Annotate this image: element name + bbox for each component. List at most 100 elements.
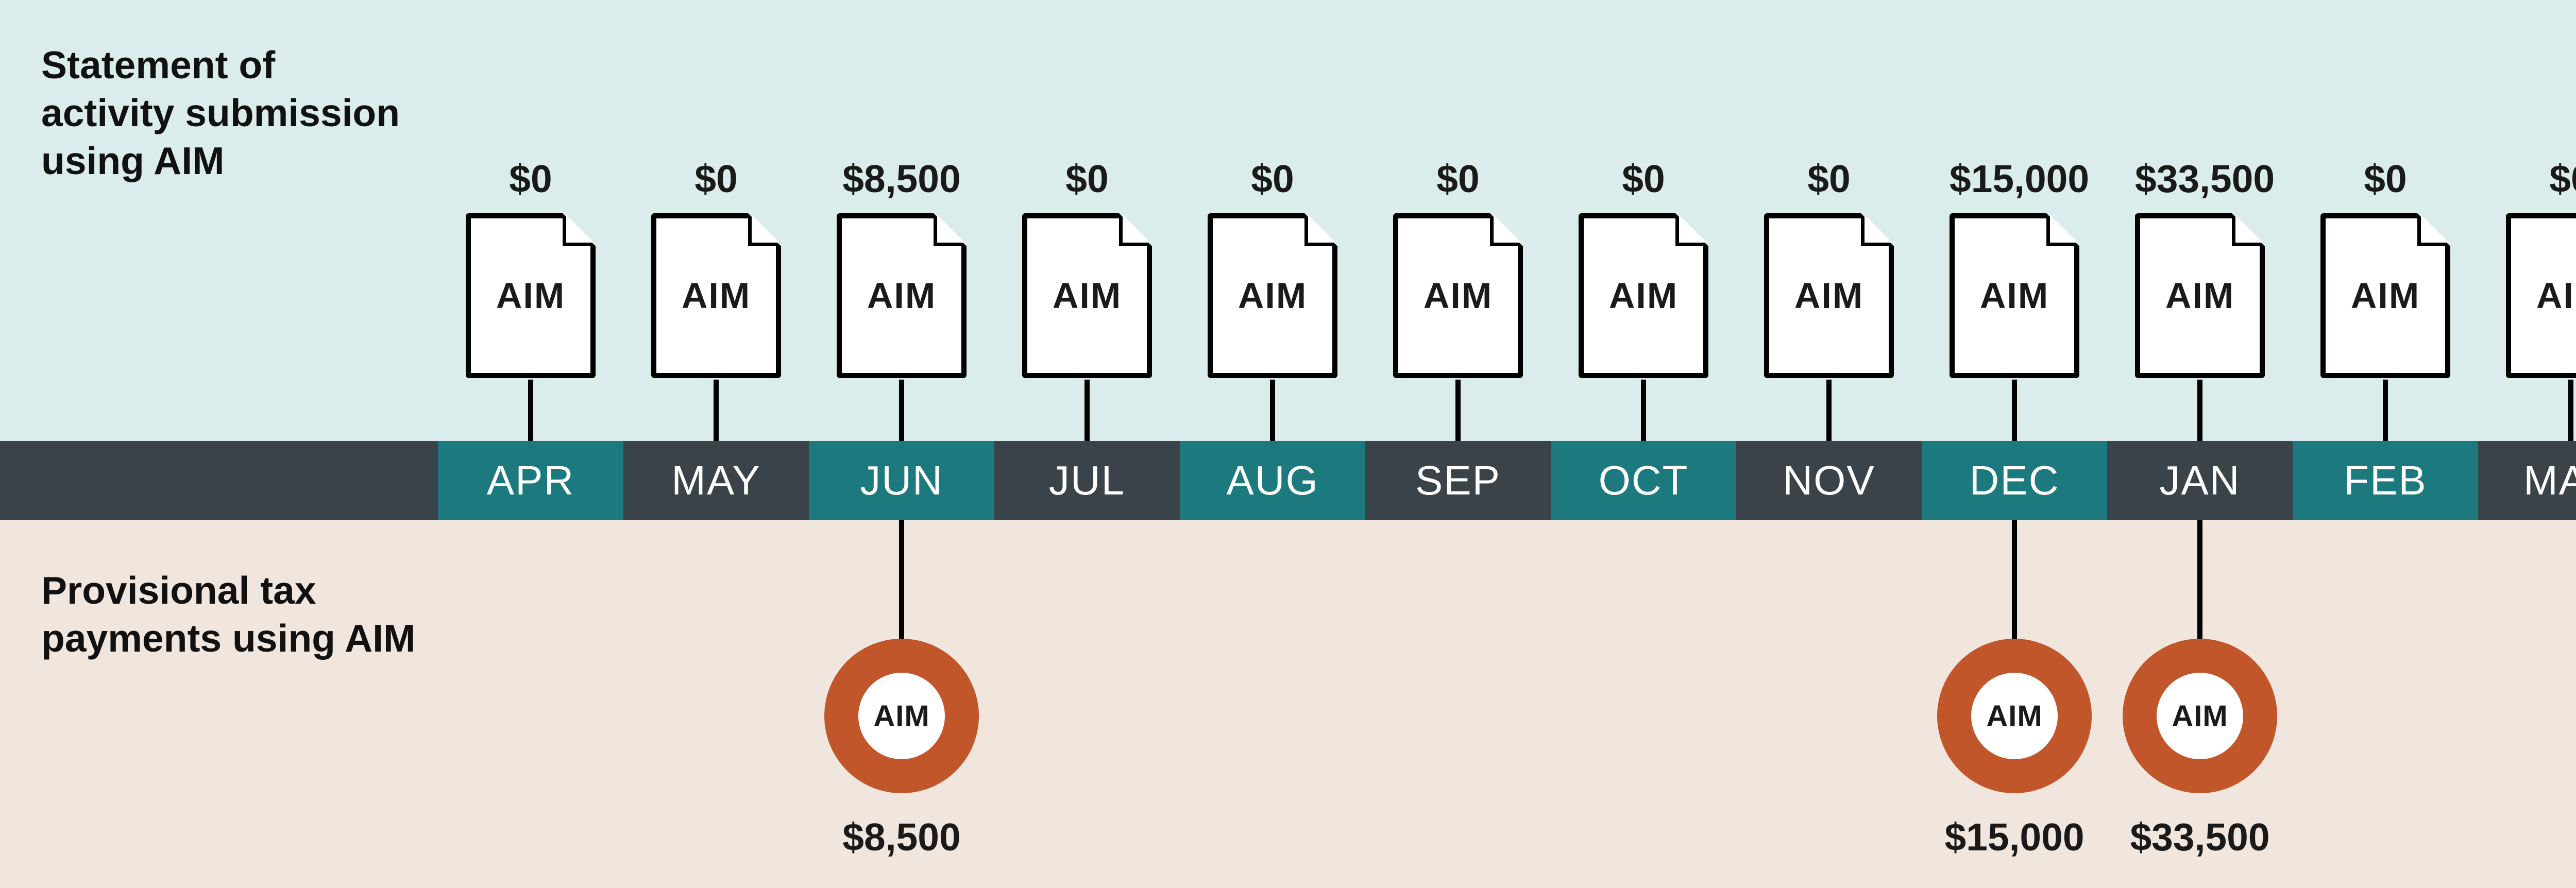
month-cell: JUN (809, 441, 994, 520)
coin-icon: AIM (2123, 639, 2277, 793)
document-icon: AIM (2135, 213, 2265, 378)
month-label: MAR (2523, 457, 2576, 504)
payment-coin: AIM $33,500 (2123, 639, 2277, 859)
month-label: SEP (1415, 457, 1501, 504)
month-cell: APR (438, 441, 623, 520)
month-label: APR (487, 457, 575, 504)
payment-amount: $15,000 (1937, 815, 2092, 859)
document-icon: AIM (837, 213, 967, 378)
submission-amount: $0 (2320, 157, 2450, 201)
connector-line (899, 380, 904, 441)
document-label: AIM (867, 275, 936, 316)
submission-amount: $0 (1393, 157, 1523, 201)
connector-line (528, 380, 533, 441)
aim-document: $8,500 AIM (837, 157, 967, 378)
aim-document: $0 AIM (2506, 157, 2576, 378)
payment-amount: $33,500 (2123, 815, 2277, 859)
aim-document: $0 AIM (1393, 157, 1523, 378)
aim-document: $0 AIM (1022, 157, 1152, 378)
document-label: AIM (1053, 275, 1122, 316)
connector-line (2012, 380, 2017, 441)
payment-coin: AIM $15,000 (1937, 639, 2092, 859)
submission-amount: $0 (466, 157, 596, 201)
aim-document: $15,000 AIM (1950, 157, 2079, 378)
submission-amount: $0 (1208, 157, 1337, 201)
payment-amount: $8,500 (824, 815, 979, 859)
document-icon: AIM (1393, 213, 1523, 378)
connector-line (1084, 380, 1090, 441)
coin-icon: AIM (1937, 639, 2092, 793)
aim-document: $0 AIM (2320, 157, 2450, 378)
document-label: AIM (2351, 275, 2420, 316)
aim-document: $0 AIM (1579, 157, 1708, 378)
aim-document: $0 AIM (1764, 157, 1894, 378)
submission-amount: $0 (1764, 157, 1894, 201)
connector-line (714, 380, 719, 441)
submission-amount: $15,000 (1950, 157, 2079, 201)
month-label: JUL (1049, 457, 1125, 504)
month-label: MAY (671, 457, 760, 504)
coin-label: AIM (2157, 673, 2243, 759)
connector-line (2383, 380, 2388, 441)
month-label: NOV (1783, 457, 1875, 504)
month-label: OCT (1599, 457, 1689, 504)
payment-coin: AIM $8,500 (824, 639, 979, 859)
document-icon: AIM (466, 213, 596, 378)
connector-line (2197, 380, 2202, 441)
document-label: AIM (2165, 275, 2234, 316)
aim-document: $33,500 AIM (2135, 157, 2265, 378)
month-cell: NOV (1736, 441, 1922, 520)
aim-document: $0 AIM (466, 157, 596, 378)
heading-statement: Statement ofactivity submissionusing AIM (41, 41, 400, 185)
document-icon: AIM (1579, 213, 1708, 378)
month-cell: MAR (2478, 441, 2576, 520)
document-icon: AIM (1022, 213, 1152, 378)
connector-line (899, 520, 904, 639)
document-icon: AIM (651, 213, 781, 378)
submission-amount: $0 (1579, 157, 1708, 201)
connector-line (1641, 380, 1646, 441)
month-cell: FEB (2293, 441, 2478, 520)
document-label: AIM (1980, 275, 2049, 316)
coin-label: AIM (1971, 673, 2058, 759)
connector-line (1826, 380, 1832, 441)
submission-amount: $0 (2506, 157, 2576, 201)
month-cell: OCT (1551, 441, 1736, 520)
month-cell: SEP (1365, 441, 1551, 520)
month-cell: JUL (994, 441, 1180, 520)
document-label: AIM (496, 275, 565, 316)
submission-amount: $0 (1022, 157, 1152, 201)
submission-amount: $8,500 (837, 157, 967, 201)
submission-amount: $0 (651, 157, 781, 201)
connector-line (1455, 380, 1461, 441)
month-label: FEB (2344, 457, 2427, 504)
document-label: AIM (1794, 275, 1863, 316)
document-label: AIM (2536, 275, 2576, 316)
month-label: AUG (1226, 457, 1318, 504)
connector-line (2197, 520, 2202, 639)
timeline-infographic: Statement ofactivity submissionusing AIM… (0, 0, 2576, 888)
month-label: JAN (2159, 457, 2240, 504)
document-label: AIM (1238, 275, 1307, 316)
connector-line (2012, 520, 2017, 639)
document-label: AIM (1609, 275, 1678, 316)
aim-document: $0 AIM (1208, 157, 1337, 378)
aim-document: $0 AIM (651, 157, 781, 378)
month-bar: APR MAY JUN JUL AUG SEP OCT NOV DEC JAN FEB MAR (0, 441, 2576, 520)
month-cell: DEC (1922, 441, 2107, 520)
document-label: AIM (1423, 275, 1493, 316)
document-icon: AIM (1764, 213, 1894, 378)
month-cell: JAN (2107, 441, 2293, 520)
connector-line (2568, 380, 2573, 441)
document-icon: AIM (2506, 213, 2576, 378)
coin-icon: AIM (824, 639, 979, 793)
document-label: AIM (682, 275, 751, 316)
document-icon: AIM (2320, 213, 2450, 378)
connector-line (1270, 380, 1275, 441)
month-label: JUN (860, 457, 943, 504)
month-label: DEC (1970, 457, 2060, 504)
month-cell: AUG (1180, 441, 1365, 520)
document-icon: AIM (1208, 213, 1337, 378)
coin-label: AIM (858, 673, 945, 759)
submission-amount: $33,500 (2135, 157, 2265, 201)
